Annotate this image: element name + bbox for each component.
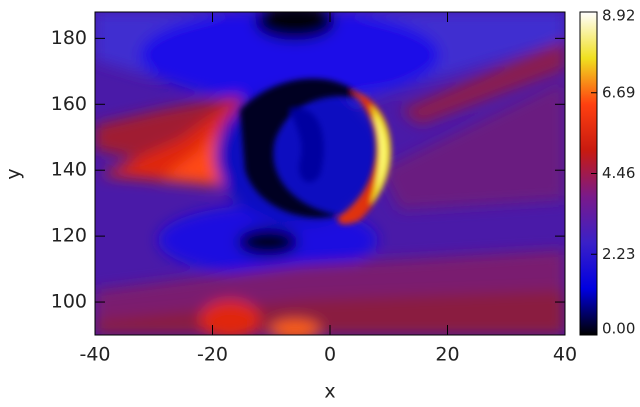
- field: [95, 12, 565, 335]
- colorbar: 0.00 2.23 4.46 6.69 8.92: [579, 7, 635, 338]
- y-tick-label: 160: [51, 93, 87, 115]
- y-axis-label: y: [3, 168, 25, 179]
- colorbar-tick-label: 6.69: [602, 83, 635, 101]
- x-tick-label: -20: [197, 344, 228, 366]
- x-tick-label: 40: [553, 344, 577, 366]
- colorbar-tick-label: 2.23: [602, 245, 635, 263]
- colorbar-tick-label: 4.46: [602, 164, 635, 182]
- x-tick-label: 20: [435, 344, 459, 366]
- x-axis-label: x: [324, 381, 335, 403]
- y-tick-label: 180: [51, 27, 87, 49]
- y-tick-label: 120: [51, 225, 87, 247]
- x-tick-label: 0: [324, 344, 336, 366]
- colorbar-tick-label: 0.00: [602, 320, 635, 338]
- x-tick-label: -40: [79, 344, 110, 366]
- colorbar-tick-label: 8.92: [602, 7, 635, 25]
- y-tick-label: 100: [51, 291, 87, 313]
- y-tick-label: 140: [51, 159, 87, 181]
